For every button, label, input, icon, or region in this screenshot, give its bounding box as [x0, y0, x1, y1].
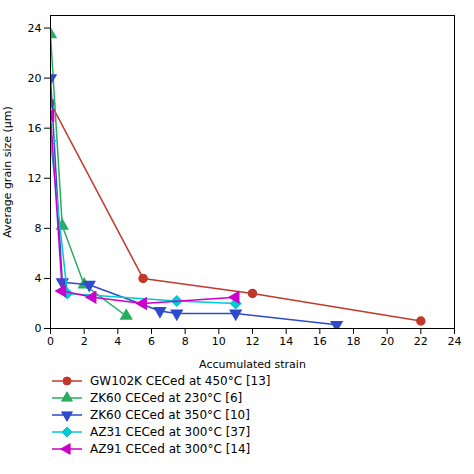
svg-text:18: 18: [347, 335, 361, 348]
svg-text:Average grain size (μm): Average grain size (μm): [1, 106, 14, 238]
svg-text:20: 20: [380, 335, 394, 348]
svg-text:0: 0: [47, 335, 54, 348]
svg-text:2: 2: [81, 335, 88, 348]
html-text:AZ91 CECed at 300°C [14]: AZ91 CECed at 300°C [14]: [90, 441, 251, 456]
svg-text:10: 10: [212, 335, 226, 348]
svg-text:4: 4: [114, 335, 121, 348]
svg-text:16: 16: [313, 335, 327, 348]
svg-text:4: 4: [35, 272, 42, 285]
svg-text:8: 8: [182, 335, 189, 348]
html-text:GW102K CECed at 450°C [13]: GW102K CECed at 450°C [13]: [90, 373, 271, 388]
svg-text:Accumulated strain: Accumulated strain: [199, 358, 306, 371]
svg-text:24: 24: [28, 22, 42, 35]
html-text:AZ31 CECed at 300°C [37]: AZ31 CECed at 300°C [37]: [90, 424, 251, 439]
svg-text:16: 16: [28, 122, 42, 135]
svg-text:22: 22: [414, 335, 428, 348]
svg-text:24: 24: [448, 335, 462, 348]
svg-text:20: 20: [28, 72, 42, 85]
svg-text:14: 14: [279, 335, 293, 348]
svg-text:12: 12: [246, 335, 260, 348]
html-text:ZK60 CECed at 230°C [6]: ZK60 CECed at 230°C [6]: [90, 390, 243, 405]
svg-text:12: 12: [28, 172, 42, 185]
html-text:ZK60 CECed at 350°C [10]: ZK60 CECed at 350°C [10]: [90, 407, 250, 422]
svg-text:8: 8: [35, 222, 42, 235]
svg-text:0: 0: [35, 322, 42, 335]
svg-text:6: 6: [148, 335, 155, 348]
